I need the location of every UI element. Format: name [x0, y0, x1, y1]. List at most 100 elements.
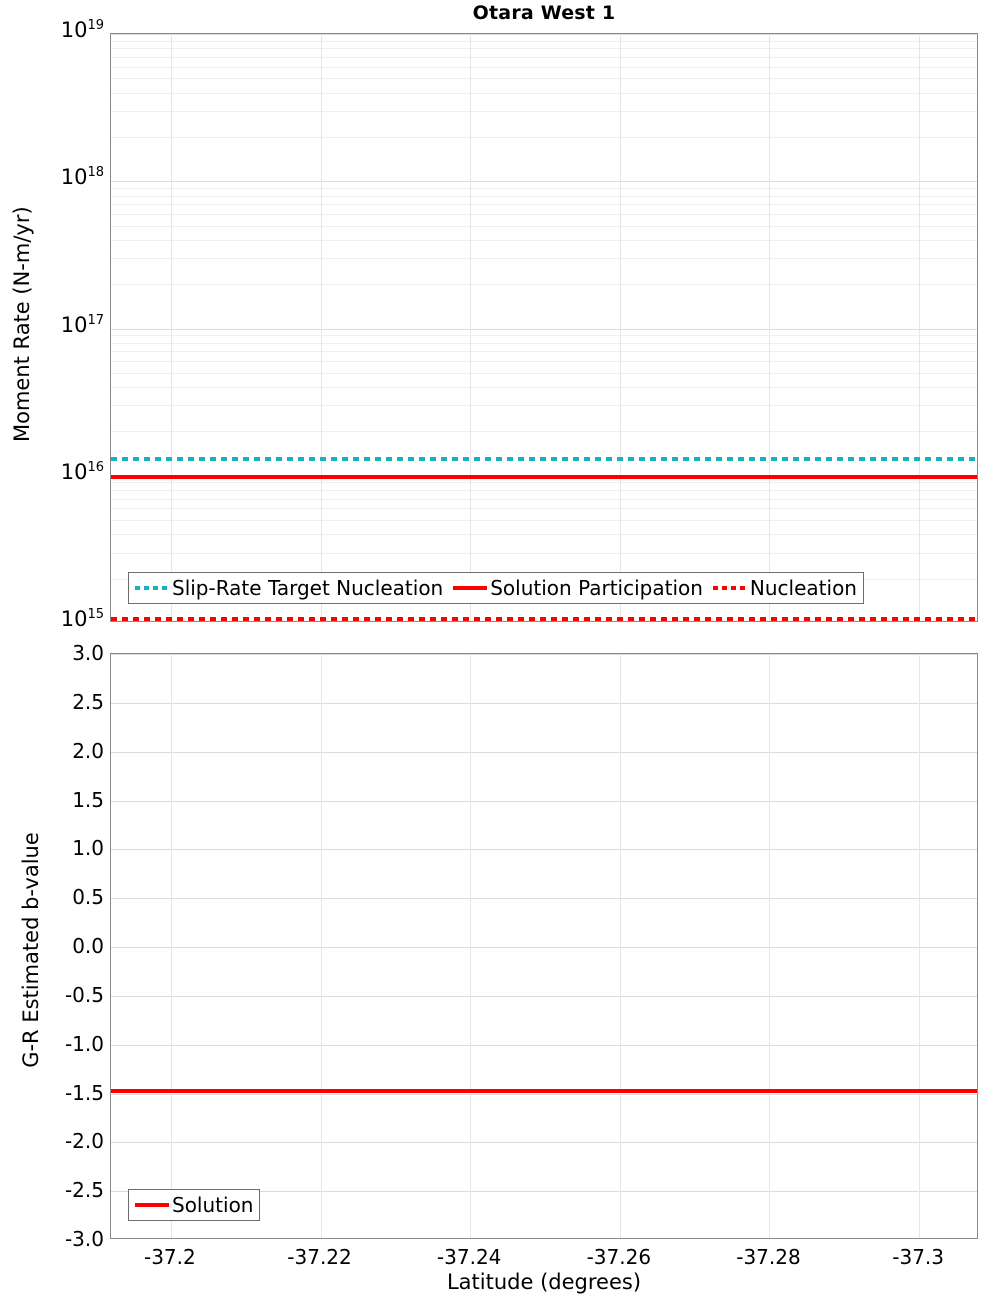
- gridline: [111, 258, 977, 259]
- gridline: [111, 335, 977, 336]
- y-tick-label: 2.5: [72, 692, 104, 712]
- gridline: [321, 34, 322, 621]
- gridline: [111, 801, 977, 802]
- gridline: [470, 654, 471, 1238]
- gridline: [111, 351, 977, 352]
- figure-canvas: Otara West 1 10151016101710181019 Moment…: [0, 0, 1000, 1300]
- gridline: [620, 654, 621, 1238]
- gridline: [111, 703, 977, 704]
- gridline: [111, 534, 977, 535]
- gridline: [111, 431, 977, 432]
- x-tick-label: -37.22: [287, 1245, 351, 1269]
- legend-label: Solution: [172, 1195, 253, 1215]
- gridline: [111, 361, 977, 362]
- gridline: [111, 34, 977, 35]
- y-tick-label: -3.0: [65, 1229, 104, 1249]
- bottom-y-axis-label: G-R Estimated b-value: [19, 820, 43, 1080]
- bottom-y-tick-labels: 3.02.52.01.51.00.50.0-0.5-1.0-1.5-2.0-2.…: [0, 653, 104, 1239]
- x-tick-labels: -37.2 -37.22 -37.24 -37.26 -37.28 -37.3: [110, 1245, 978, 1273]
- y-tick-label: 2.0: [72, 741, 104, 761]
- gridline: [111, 476, 977, 477]
- gridline: [111, 898, 977, 899]
- gridline: [111, 137, 977, 138]
- gridline: [919, 654, 920, 1238]
- gridline: [111, 284, 977, 285]
- gridline: [111, 520, 977, 521]
- gridline: [111, 553, 977, 554]
- x-tick-label: -37.26: [587, 1245, 651, 1269]
- gridline: [111, 849, 977, 850]
- x-axis-label: Latitude (degrees): [110, 1270, 978, 1294]
- x-tick-label: -37.2: [144, 1245, 196, 1269]
- y-tick-label: -1.0: [65, 1034, 104, 1054]
- gridline: [111, 67, 977, 68]
- legend-item-solution: Solution: [135, 1195, 253, 1215]
- gridline: [111, 111, 977, 112]
- gridline: [111, 57, 977, 58]
- legend-label: Solution Participation: [490, 578, 703, 598]
- y-tick-label: -0.5: [65, 985, 104, 1005]
- moment-rate-plot-area: [110, 33, 978, 622]
- y-tick-label: 1015: [61, 609, 104, 630]
- gridline: [111, 947, 977, 948]
- gridline: [111, 188, 977, 189]
- gridline: [111, 752, 977, 753]
- legend-item-solution-participation: Solution Participation: [453, 578, 703, 598]
- y-tick-label: -2.0: [65, 1131, 104, 1151]
- solid-line-swatch-icon: [135, 1203, 169, 1207]
- gridline: [111, 373, 977, 374]
- gridline: [111, 214, 977, 215]
- series-line-nucleation: [111, 617, 977, 621]
- y-tick-label: 0.5: [72, 887, 104, 907]
- y-tick-label: 1019: [61, 20, 104, 41]
- gridline: [620, 34, 621, 621]
- gridline: [111, 93, 977, 94]
- top-y-axis-label: Moment Rate (N-m/yr): [10, 222, 34, 442]
- series-line-solution: [111, 1089, 977, 1093]
- gridline: [171, 654, 172, 1238]
- x-tick-label: -37.28: [736, 1245, 800, 1269]
- gridline: [111, 41, 977, 42]
- y-tick-label: 1016: [61, 462, 104, 483]
- legend-item-nucleation: Nucleation: [713, 578, 857, 598]
- gridline: [111, 204, 977, 205]
- gridline: [769, 34, 770, 621]
- gridline: [111, 226, 977, 227]
- y-tick-label: 1.5: [72, 790, 104, 810]
- gridline: [111, 490, 977, 491]
- series-line-slip-rate-target-nucleation: [111, 457, 977, 461]
- b-value-legend: Solution: [128, 1189, 260, 1221]
- gridline: [111, 405, 977, 406]
- y-tick-label: -2.5: [65, 1180, 104, 1200]
- gridline: [321, 654, 322, 1238]
- gridline: [919, 34, 920, 621]
- gridline: [111, 329, 977, 330]
- x-tick-label: -37.24: [437, 1245, 501, 1269]
- dotted-line-swatch-icon: [135, 586, 169, 590]
- gridline: [111, 343, 977, 344]
- moment-rate-legend: Slip-Rate Target Nucleation Solution Par…: [128, 572, 864, 604]
- gridline: [111, 48, 977, 49]
- x-tick-label: -37.3: [892, 1245, 944, 1269]
- gridline: [111, 240, 977, 241]
- y-tick-label: 3.0: [72, 643, 104, 663]
- dotted-line-swatch-icon: [713, 586, 747, 590]
- gridline: [111, 508, 977, 509]
- gridline: [111, 996, 977, 997]
- gridline: [111, 654, 977, 655]
- y-tick-label: 1018: [61, 167, 104, 188]
- gridline: [111, 387, 977, 388]
- y-tick-label: 1.0: [72, 838, 104, 858]
- solid-line-swatch-icon: [453, 586, 487, 590]
- gridline: [111, 1142, 977, 1143]
- gridline: [111, 181, 977, 182]
- gridline: [470, 34, 471, 621]
- gridline: [111, 1045, 977, 1046]
- gridline: [111, 78, 977, 79]
- gridline: [111, 499, 977, 500]
- gridline: [111, 1094, 977, 1095]
- gridline: [171, 34, 172, 621]
- legend-item-slip-rate-target-nucleation: Slip-Rate Target Nucleation: [135, 578, 443, 598]
- page-title: Otara West 1: [110, 2, 978, 24]
- gridline: [769, 654, 770, 1238]
